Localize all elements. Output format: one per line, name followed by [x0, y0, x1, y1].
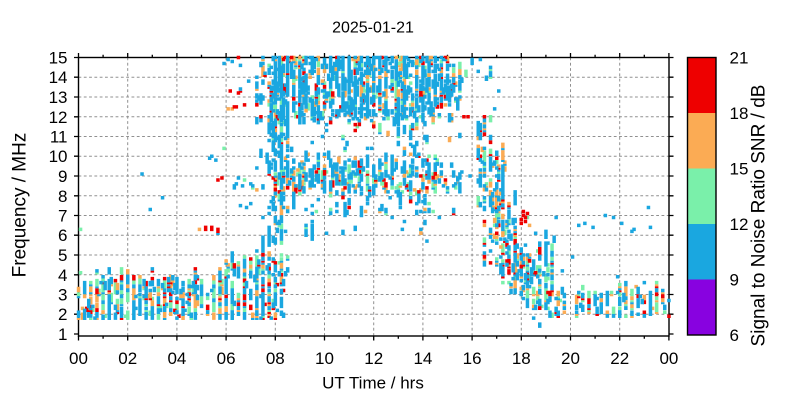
svg-text:2: 2 — [58, 305, 67, 324]
svg-text:2025-01-21: 2025-01-21 — [332, 20, 414, 37]
svg-text:8: 8 — [58, 187, 67, 206]
svg-text:Frequency / MHz: Frequency / MHz — [10, 133, 31, 278]
svg-text:15: 15 — [49, 49, 68, 68]
svg-text:10: 10 — [49, 147, 68, 166]
svg-text:22: 22 — [610, 349, 629, 368]
svg-text:13: 13 — [49, 88, 68, 107]
svg-text:14: 14 — [49, 68, 68, 87]
svg-text:04: 04 — [167, 349, 186, 368]
svg-text:6: 6 — [58, 226, 67, 245]
svg-text:15: 15 — [730, 160, 749, 179]
svg-text:3: 3 — [58, 286, 67, 305]
svg-text:1: 1 — [58, 325, 67, 344]
svg-text:12: 12 — [49, 108, 68, 127]
svg-text:08: 08 — [266, 349, 285, 368]
svg-text:12: 12 — [730, 215, 749, 234]
svg-text:Signal to Noise Ratio SNR / dB: Signal to Noise Ratio SNR / dB — [749, 85, 770, 347]
svg-text:9: 9 — [730, 271, 739, 290]
svg-text:10: 10 — [315, 349, 334, 368]
svg-text:18: 18 — [730, 104, 749, 123]
svg-text:06: 06 — [217, 349, 236, 368]
svg-text:14: 14 — [413, 349, 432, 368]
svg-text:00: 00 — [69, 349, 88, 368]
svg-text:5: 5 — [58, 246, 67, 265]
svg-text:16: 16 — [463, 349, 482, 368]
svg-text:21: 21 — [730, 49, 749, 68]
svg-text:4: 4 — [58, 266, 67, 285]
svg-text:9: 9 — [58, 167, 67, 186]
svg-text:7: 7 — [58, 207, 67, 226]
svg-text:6: 6 — [730, 326, 739, 345]
svg-text:11: 11 — [50, 128, 68, 147]
svg-text:20: 20 — [561, 349, 580, 368]
svg-text:02: 02 — [118, 349, 137, 368]
svg-text:00: 00 — [659, 349, 678, 368]
svg-text:UT Time / hrs: UT Time / hrs — [322, 374, 424, 393]
svg-text:12: 12 — [364, 349, 383, 368]
svg-text:18: 18 — [512, 349, 531, 368]
